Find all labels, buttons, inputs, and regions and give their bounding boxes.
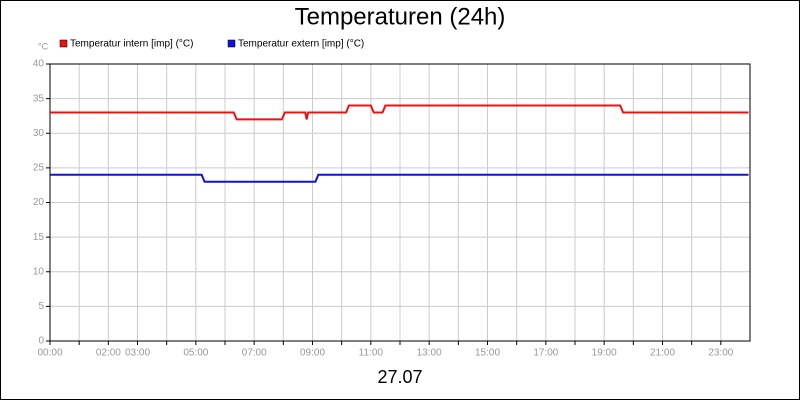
y-tick-label: 10 bbox=[33, 266, 45, 277]
chart-title: Temperaturen (24h) bbox=[295, 3, 506, 30]
y-unit: °C bbox=[38, 41, 49, 51]
x-tick-label: 07:00 bbox=[242, 348, 267, 359]
x-tick-label: 03:00 bbox=[125, 348, 150, 359]
y-tick-label: 15 bbox=[33, 232, 45, 243]
y-tick-label: 0 bbox=[38, 336, 44, 347]
y-tick-label: 25 bbox=[33, 163, 45, 174]
legend-label: Temperatur extern [imp] (°C) bbox=[238, 39, 364, 50]
x-tick-label: 09:00 bbox=[300, 348, 325, 359]
x-tick-label: 21:00 bbox=[650, 348, 675, 359]
legend-swatch bbox=[59, 39, 68, 48]
x-tick-label: 11:00 bbox=[359, 348, 384, 359]
x-tick-label: 17:00 bbox=[533, 348, 558, 359]
x-tick-label: 15:00 bbox=[475, 348, 500, 359]
line bbox=[50, 173, 749, 183]
y-tick-label: 40 bbox=[33, 59, 45, 70]
y-tick-label: 20 bbox=[33, 197, 45, 208]
legend-label: Temperatur intern [imp] (°C) bbox=[70, 39, 193, 50]
x-axis-label: 27.07 bbox=[377, 367, 422, 387]
y-tick-label: 35 bbox=[33, 93, 45, 104]
y-tick-label: 30 bbox=[33, 128, 45, 139]
x-tick-label: 00:00 bbox=[37, 348, 62, 359]
x-tick-label: 02:00 bbox=[96, 348, 121, 359]
y-tick-label: 5 bbox=[38, 301, 44, 312]
x-tick-label: 19:00 bbox=[592, 348, 617, 359]
plot-frame bbox=[49, 63, 751, 342]
line bbox=[50, 104, 749, 121]
x-tick-label: 13:00 bbox=[417, 348, 442, 359]
legend-swatch bbox=[227, 39, 236, 48]
x-tick-label: 23:00 bbox=[708, 348, 733, 359]
x-tick-label: 05:00 bbox=[183, 348, 208, 359]
